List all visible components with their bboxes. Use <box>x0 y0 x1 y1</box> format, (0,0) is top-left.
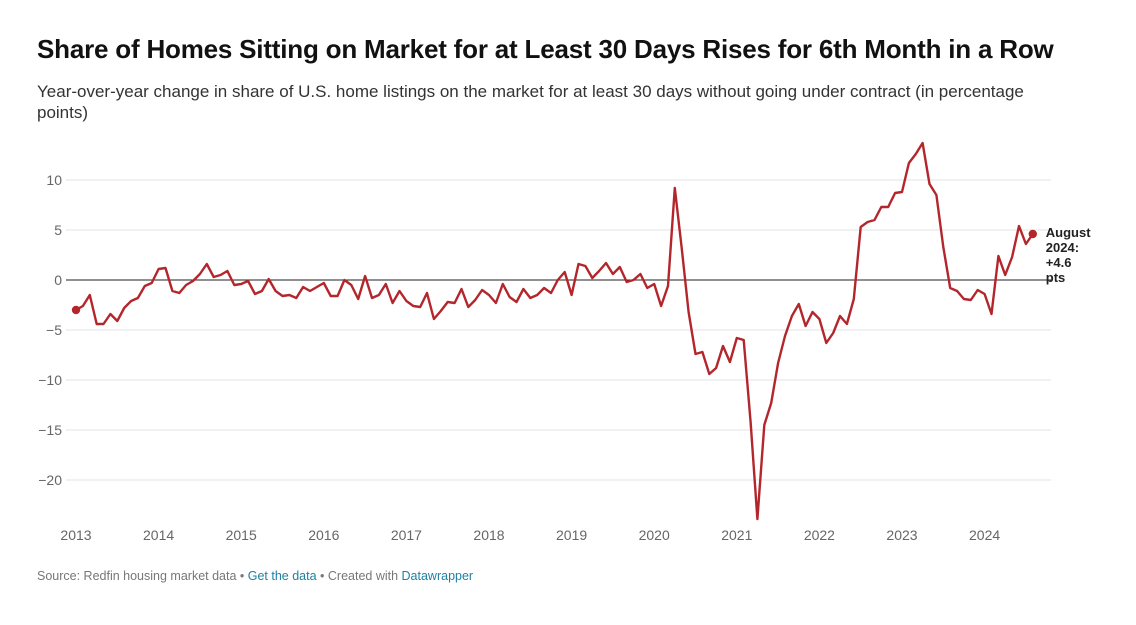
x-tick-label: 2015 <box>226 527 257 543</box>
y-tick-label: −10 <box>38 372 62 388</box>
series-line <box>74 141 1035 521</box>
chart-title: Share of Homes Sitting on Market for at … <box>37 34 1054 64</box>
x-tick-label: 2014 <box>143 527 174 543</box>
y-tick-label: −20 <box>38 472 62 488</box>
x-tick-label: 2019 <box>556 527 587 543</box>
x-tick-label: 2013 <box>60 527 91 543</box>
datawrapper-link[interactable]: Datawrapper <box>401 569 474 583</box>
y-tick-label: 0 <box>54 272 62 288</box>
y-tick-label: 5 <box>54 222 62 238</box>
x-tick-label: 2021 <box>721 527 752 543</box>
annotation-line: pts <box>1046 270 1066 285</box>
x-tick-label: 2016 <box>308 527 339 543</box>
created-with-text: • Created with <box>316 569 402 583</box>
get-the-data-link[interactable]: Get the data <box>247 569 317 583</box>
chart-footer: Source: Redfin housing market data • Get… <box>37 569 473 583</box>
chart-subtitle: Year-over-year change in share of U.S. h… <box>37 82 1024 122</box>
x-tick-label: 2017 <box>391 527 422 543</box>
annotation-line: 2024: <box>1046 240 1079 255</box>
footer-separator: • <box>236 569 248 583</box>
annotation-line: August <box>1046 225 1091 240</box>
x-tick-label: 2022 <box>804 527 835 543</box>
end-value-annotation: August 2024: +4.6 pts <box>1046 225 1091 285</box>
annotation-line: +4.6 <box>1046 255 1072 270</box>
end-point <box>1028 229 1037 239</box>
y-tick-label: −5 <box>46 322 62 338</box>
x-tick-label: 2020 <box>639 527 670 543</box>
y-tick-label: −15 <box>38 422 62 438</box>
source-text: Source: Redfin housing market data <box>37 569 237 583</box>
y-tick-label: 10 <box>46 172 62 188</box>
x-tick-label: 2018 <box>473 527 504 543</box>
x-tick-label: 2024 <box>969 527 1000 543</box>
start-point <box>71 305 81 315</box>
x-tick-label: 2023 <box>886 527 917 543</box>
